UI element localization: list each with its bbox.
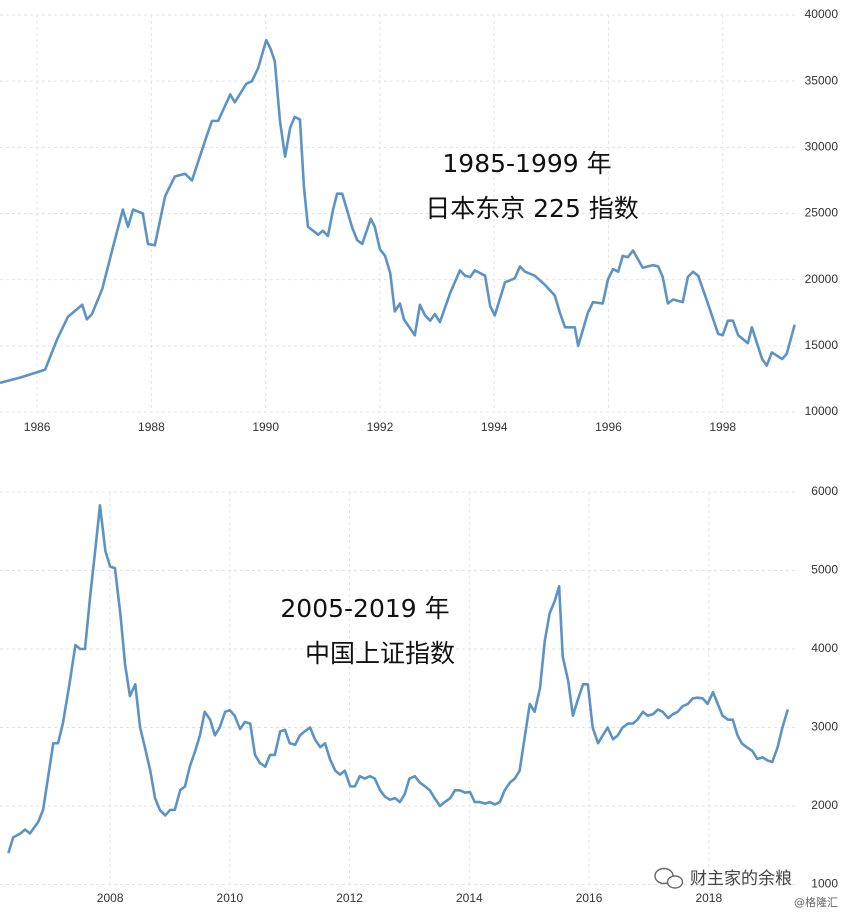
x-tick-label: 1990 xyxy=(252,420,279,434)
data-line xyxy=(0,38,796,385)
x-tick-label: 1986 xyxy=(24,420,51,434)
x-tick-label: 2018 xyxy=(695,891,722,905)
y-tick-label: 2000 xyxy=(811,798,838,812)
x-tick-label: 1992 xyxy=(367,420,394,434)
y-tick-label: 15000 xyxy=(805,338,839,352)
y-tick-label: 5000 xyxy=(811,563,838,577)
watermark-text: 财主家的余粮 xyxy=(690,869,792,889)
y-tick-label: 1000 xyxy=(811,877,838,891)
x-tick-label: 1988 xyxy=(138,420,165,434)
annotation: 中国上证指数 xyxy=(305,639,455,668)
watermark-source: @格隆汇 xyxy=(794,895,838,909)
y-tick-label: 3000 xyxy=(811,720,838,734)
x-tick-label: 2016 xyxy=(576,891,603,905)
y-tick-label: 10000 xyxy=(805,404,839,418)
annotation: 日本东京 225 指数 xyxy=(425,194,639,223)
x-tick-label: 1998 xyxy=(709,420,736,434)
x-tick-label: 2008 xyxy=(97,891,124,905)
y-tick-label: 40000 xyxy=(805,7,839,21)
y-tick-label: 6000 xyxy=(811,484,838,498)
x-tick-label: 1994 xyxy=(481,420,508,434)
x-tick-label: 2014 xyxy=(456,891,483,905)
watermark-icon xyxy=(666,875,684,889)
watermark: 财主家的余粮 @格隆汇 xyxy=(654,867,838,909)
x-tick-label: 2012 xyxy=(336,891,363,905)
annotation: 1985-1999 年 xyxy=(442,149,611,178)
annotation: 2005-2019 年 xyxy=(280,594,449,623)
charts: 10000 15000 20000 25000 30000 35000 40000 1986 1… xyxy=(0,7,838,905)
x-tick-label: 2010 xyxy=(217,891,244,905)
y-tick-label: 25000 xyxy=(805,206,839,220)
y-tick-label: 20000 xyxy=(805,272,839,286)
y-tick-label: 35000 xyxy=(805,73,839,87)
y-tick-label: 30000 xyxy=(805,140,839,154)
x-tick-label: 1996 xyxy=(595,420,622,434)
y-tick-label: 4000 xyxy=(811,641,838,655)
data-line xyxy=(7,504,790,854)
